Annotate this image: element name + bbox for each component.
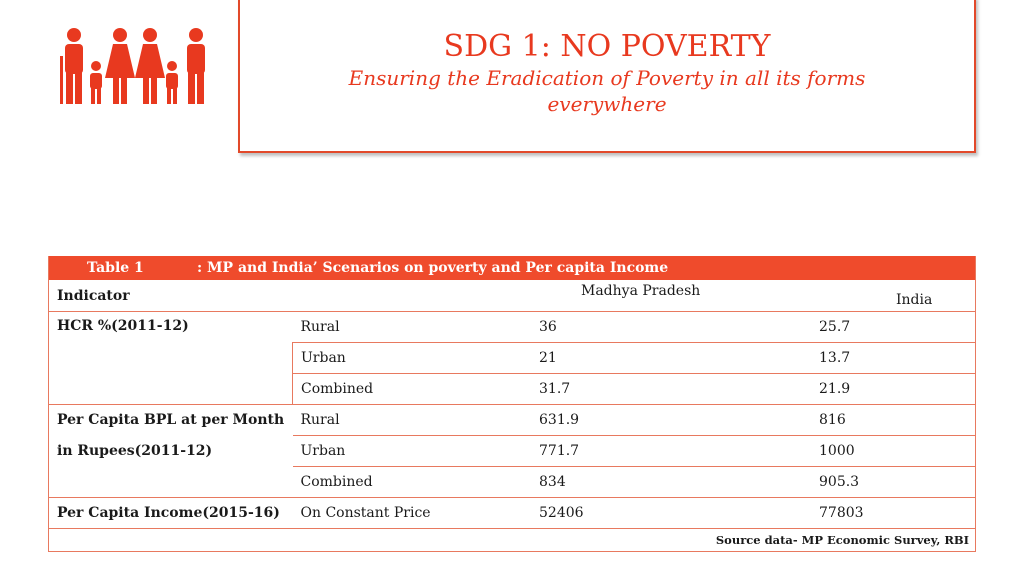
row-type: On Constant Price <box>292 497 531 529</box>
family-icon <box>60 28 205 104</box>
row-mp-value: 31.7 <box>531 373 811 405</box>
row-mp-value: 21 <box>531 342 811 374</box>
source-note: Source data- MP Economic Survey, RBI <box>48 528 976 552</box>
table-caption-text: : MP and India’ Scenarios on poverty and… <box>197 260 669 276</box>
row-type: Urban <box>292 342 531 374</box>
poverty-table: Table 1 : MP and India’ Scenarios on pove… <box>48 256 976 552</box>
title-box: SDG 1: NO POVERTY Ensuring the Eradicati… <box>238 0 976 153</box>
page-title: SDG 1: NO POVERTY <box>443 29 771 64</box>
col-header-indicator: Indicator <box>48 280 293 312</box>
row-india-value: 21.9 <box>811 373 976 405</box>
indicator-bpl-line1: Per Capita BPL at per Month <box>48 404 293 436</box>
row-mp-value: 834 <box>531 466 811 498</box>
table-row: Combined 834 905.3 <box>48 466 976 498</box>
table-caption-label: Table 1 <box>87 260 144 276</box>
row-type: Rural <box>292 404 531 436</box>
page-subtitle: Ensuring the Eradication of Poverty in a… <box>348 66 866 116</box>
row-india-value: 905.3 <box>811 466 976 498</box>
row-type: Combined <box>292 373 531 405</box>
row-india-value: 77803 <box>811 497 976 529</box>
table-source-row: Source data- MP Economic Survey, RBI <box>48 528 976 552</box>
table-row: Combined 31.7 21.9 <box>49 373 976 405</box>
table-caption-row: Table 1 : MP and India’ Scenarios on pove… <box>48 256 976 280</box>
indicator-hcr: HCR %(2011-12) <box>48 311 293 405</box>
row-india-value: 13.7 <box>811 342 976 374</box>
row-mp-value: 36 <box>531 311 811 343</box>
table-row: Per Capita BPL at per Month Rural 631.9 … <box>48 404 976 436</box>
col-header-mp: Madhya Pradesh <box>531 280 811 312</box>
table-row: Urban 21 13.7 <box>49 342 976 374</box>
table-row: in Rupees(2011-12) Urban 771.7 1000 <box>48 435 976 467</box>
table-header-row: Indicator Madhya Pradesh India <box>48 280 976 312</box>
row-india-value: 25.7 <box>811 311 976 343</box>
row-type: Rural <box>292 311 531 343</box>
col-header-india: India <box>811 280 976 312</box>
row-type: Combined <box>292 466 531 498</box>
table-row: HCR %(2011-12) Rural 36 25.7 <box>48 311 976 405</box>
row-india-value: 1000 <box>811 435 976 467</box>
indicator-bpl-line2: in Rupees(2011-12) <box>48 435 293 467</box>
row-mp-value: 631.9 <box>531 404 811 436</box>
table-row: Per Capita Income(2015-16) On Constant P… <box>48 497 976 529</box>
indicator-income: Per Capita Income(2015-16) <box>48 497 293 529</box>
row-india-value: 816 <box>811 404 976 436</box>
row-type: Urban <box>292 435 531 467</box>
row-mp-value: 52406 <box>531 497 811 529</box>
row-mp-value: 771.7 <box>531 435 811 467</box>
